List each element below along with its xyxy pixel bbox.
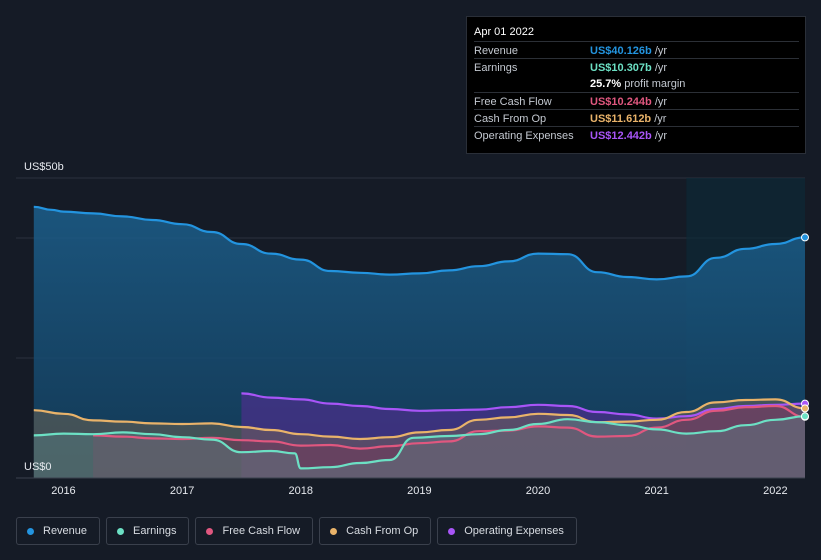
legend-label: Free Cash Flow [222, 525, 301, 537]
tooltip-value: US$10.244b /yr [590, 96, 668, 108]
tooltip-row-operating-expenses: Operating Expenses US$12.442b /yr [474, 126, 799, 143]
legend-label: Earnings [133, 525, 177, 537]
legend-item-cash-from-op[interactable]: Cash From Op [319, 517, 432, 545]
x-tick-label: 2022 [763, 485, 787, 497]
earnings-line [33, 415, 806, 470]
x-tick-label: 2020 [526, 485, 550, 497]
legend-dot-icon [27, 527, 34, 535]
cash-from-op-line [33, 398, 806, 441]
tooltip-value: US$12.442b /yr [590, 130, 668, 142]
x-axis-ticks: 2016 2017 2018 2019 2020 2021 2022 [16, 477, 805, 497]
tooltip-value: US$40.126b /yr [590, 45, 668, 57]
x-tick-label: 2019 [407, 485, 431, 497]
earnings-end-point [801, 412, 809, 421]
legend-item-revenue[interactable]: Revenue [16, 517, 101, 545]
tooltip-value: 25.7% profit margin [590, 78, 686, 90]
x-tick-label: 2016 [51, 485, 75, 497]
tooltip-row-revenue: Revenue US$40.126b /yr [474, 41, 799, 58]
legend-dot-icon [448, 527, 456, 535]
legend-label: Operating Expenses [464, 525, 564, 537]
free-cash-flow-line [93, 404, 806, 450]
operating-expenses-area [241, 393, 805, 478]
tooltip: Apr 01 2022 Revenue US$40.126b /yr Earni… [466, 16, 806, 154]
tooltip-value: US$11.612b /yr [590, 113, 667, 125]
x-tick-label: 2018 [289, 485, 313, 497]
legend-label: Revenue [43, 525, 88, 537]
legend-item-earnings[interactable]: Earnings [106, 517, 190, 545]
cash-from-op-end-point [801, 404, 809, 413]
earnings-area [33, 416, 805, 478]
tooltip-row-cash-from-op: Cash From Op US$11.612b /yr [474, 109, 799, 126]
legend: Revenue Earnings Free Cash Flow Cash Fro… [16, 517, 577, 545]
revenue-end-point [801, 233, 809, 242]
tooltip-row-free-cash-flow: Free Cash Flow US$10.244b /yr [474, 92, 799, 109]
y-axis-bottom-label: US$0 [24, 461, 52, 473]
revenue-line [33, 205, 806, 281]
legend-item-operating-expenses[interactable]: Operating Expenses [437, 517, 577, 545]
series-lines [33, 205, 806, 470]
legend-dot-icon [117, 527, 125, 535]
series-end-points [801, 233, 809, 421]
tooltip-label: Earnings [474, 62, 518, 74]
y-axis-top-label: US$50b [24, 161, 64, 173]
x-tick-label: 2021 [644, 485, 668, 497]
tooltip-label: Revenue [474, 45, 519, 57]
operating-expenses-line [241, 392, 806, 420]
legend-dot-icon [206, 527, 214, 535]
legend-dot-icon [330, 527, 338, 535]
tooltip-label: Operating Expenses [474, 130, 574, 142]
x-tick-label: 2017 [170, 485, 194, 497]
tooltip-label: Cash From Op [474, 113, 547, 125]
tooltip-row-earnings: Earnings US$10.307b /yr [474, 58, 799, 75]
tooltip-label: Free Cash Flow [474, 96, 552, 108]
tooltip-value: US$10.307b /yr [590, 62, 668, 74]
tooltip-date: Apr 01 2022 [474, 26, 534, 38]
legend-item-free-cash-flow[interactable]: Free Cash Flow [195, 517, 314, 545]
legend-label: Cash From Op [346, 525, 419, 537]
tooltip-row-profit-margin: 25.7% profit margin [474, 75, 799, 92]
